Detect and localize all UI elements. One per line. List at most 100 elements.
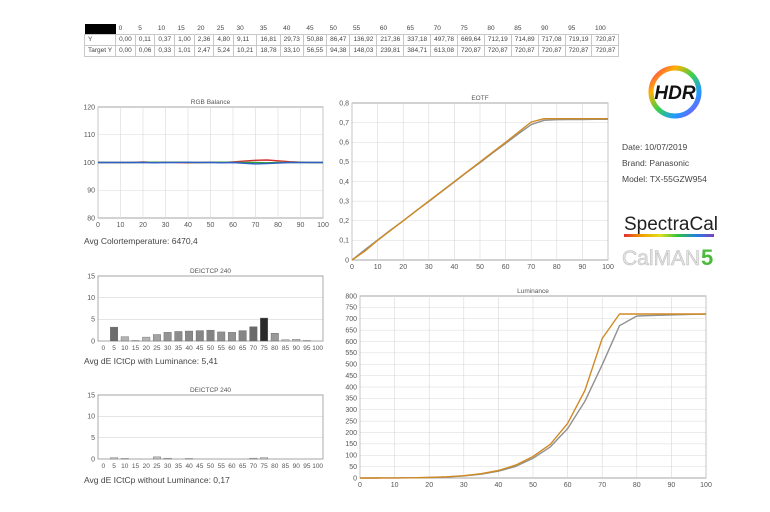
y-tick-label: 10: [87, 295, 95, 302]
y-tick-label: 0,8: [339, 100, 349, 107]
x-tick-label: 20: [139, 222, 147, 229]
x-tick-label: 95: [303, 463, 311, 470]
x-tick-label: 25: [153, 463, 161, 470]
x-tick-label: 50: [207, 222, 215, 229]
y-tick-label: 15: [87, 392, 95, 399]
bar: [281, 339, 290, 342]
x-tick-label: 75: [260, 345, 268, 352]
table-cell: 720,87: [483, 45, 512, 57]
x-tick-label: 50: [207, 463, 215, 470]
x-tick-label: 45: [196, 345, 204, 352]
spectracal-logo-text: SpectraCal: [624, 214, 718, 235]
x-tick-label: 80: [553, 264, 561, 271]
x-tick-label: 100: [700, 482, 712, 489]
bar: [142, 336, 151, 342]
x-tick-label: 90: [293, 345, 301, 352]
x-tick-label: 10: [121, 345, 129, 352]
y-tick-label: 80: [87, 215, 95, 222]
chart-title-rgb: RGB Balance: [191, 99, 231, 106]
info-date: Date: 10/07/2019: [622, 142, 688, 152]
y-tick-label: 0,3: [339, 198, 349, 205]
hdr-logo-text: HDR: [654, 83, 695, 104]
y-tick-label: 500: [345, 362, 357, 369]
x-tick-label: 35: [175, 345, 183, 352]
x-tick-label: 40: [184, 222, 192, 229]
bar: [217, 331, 226, 342]
hdr-logo: HDR: [648, 65, 702, 119]
spectracal-logo: SpectraCal: [624, 214, 718, 237]
table-cell: 384,71: [403, 45, 432, 57]
table-cell: 239,81: [376, 45, 405, 57]
bar: [238, 330, 247, 342]
x-tick-label: 50: [476, 264, 484, 271]
y-tick-label: 450: [345, 373, 357, 380]
x-tick-label: 40: [185, 345, 193, 352]
x-tick-label: 40: [185, 463, 193, 470]
x-tick-label: 40: [495, 482, 503, 489]
x-tick-label: 60: [229, 222, 237, 229]
y-tick-label: 350: [345, 396, 357, 403]
x-tick-label: 45: [196, 463, 204, 470]
table-cell: 94,38: [326, 45, 351, 57]
bar: [292, 339, 301, 342]
table-row-label: Target Y: [83, 45, 117, 57]
x-tick-label: 80: [271, 463, 279, 470]
x-tick-label: 50: [529, 482, 537, 489]
x-tick-label: 85: [282, 463, 290, 470]
x-tick-label: 25: [153, 345, 161, 352]
calman-version: 5: [701, 245, 713, 270]
x-tick-label: 65: [239, 345, 247, 352]
x-tick-label: 75: [260, 463, 268, 470]
x-tick-label: 80: [271, 345, 279, 352]
series-line-target: [351, 117, 608, 261]
y-tick-label: 150: [345, 441, 357, 448]
x-tick-label: 20: [399, 264, 407, 271]
chart-title-lum: Luminance: [517, 288, 549, 295]
plot-frame: [97, 394, 324, 460]
x-tick-label: 0: [96, 222, 100, 229]
chart-title-eotf: EOTF: [471, 95, 488, 102]
bar: [163, 332, 172, 342]
data-table: 0 5 10 15 20 25 30 35 40 45 50 55 60 65 70 75 80 85 90 95 10…: [83, 24, 620, 57]
x-tick-label: 10: [391, 482, 399, 489]
bar: [120, 336, 129, 342]
y-tick-label: 90: [87, 188, 95, 195]
x-tick-label: 60: [228, 345, 236, 352]
bar: [260, 457, 269, 460]
y-tick-label: 10: [87, 414, 95, 421]
y-tick-label: 120: [83, 104, 95, 111]
series-line-blue: [98, 161, 323, 165]
table-cell: 720,87: [457, 45, 485, 57]
x-tick-label: 15: [132, 463, 140, 470]
caption-rgb: Avg Colortemperature: 6470,4: [84, 236, 198, 246]
table-cell: 720,87: [537, 45, 566, 57]
bar: [195, 330, 204, 342]
x-tick-label: 100: [602, 264, 614, 271]
x-tick-label: 100: [317, 222, 329, 229]
x-tick-label: 5: [112, 345, 116, 352]
bar: [249, 457, 258, 460]
bar: [152, 456, 161, 460]
bar: [110, 457, 119, 460]
y-tick-label: 750: [345, 305, 357, 312]
bar: [174, 331, 183, 342]
y-tick-label: 0,7: [339, 120, 349, 127]
x-tick-label: 70: [527, 264, 535, 271]
x-tick-label: 90: [293, 463, 301, 470]
table-cell: 720,87: [591, 45, 620, 57]
x-tick-label: 55: [218, 345, 226, 352]
calman-logo-text: CalMAN: [622, 247, 700, 270]
x-tick-label: 65: [239, 463, 247, 470]
y-tick-label: 0: [353, 475, 357, 482]
table-cell: 613,08: [430, 45, 458, 57]
x-tick-label: 10: [117, 222, 125, 229]
y-tick-label: 50: [349, 464, 357, 471]
bar: [249, 326, 258, 342]
y-tick-label: 200: [345, 430, 357, 437]
x-tick-label: 80: [633, 482, 641, 489]
bar: [152, 334, 161, 342]
x-tick-label: 30: [164, 463, 172, 470]
chart-title-dei2: DEICTCP 240: [190, 387, 231, 394]
bar: [206, 329, 215, 342]
